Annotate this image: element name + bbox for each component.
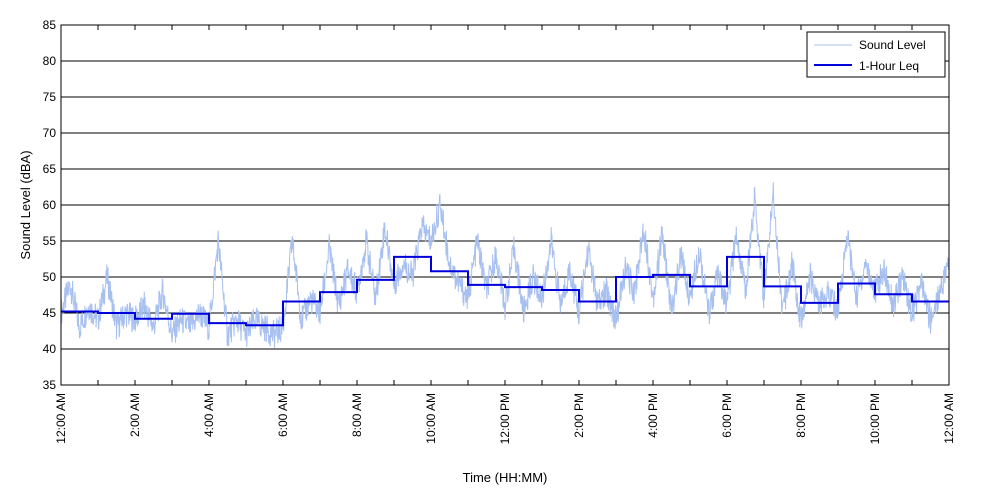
y-tick-label: 60: [43, 198, 57, 212]
x-tick-label: 12:00 PM: [498, 393, 512, 444]
legend-label-1-hour-leq: 1-Hour Leq: [859, 59, 919, 73]
y-tick-label: 70: [43, 126, 57, 140]
series-sound-level-line: [61, 182, 949, 349]
y-tick-label: 55: [43, 234, 57, 248]
y-tick-label: 65: [43, 162, 57, 176]
legend-box: [806, 31, 946, 78]
x-tick-label: 12:00 AM: [942, 393, 956, 444]
y-tick-label: 50: [43, 270, 57, 284]
x-tick-label: 6:00 AM: [276, 393, 290, 437]
x-tick-label: 8:00 PM: [794, 393, 808, 438]
y-tick-label: 45: [43, 306, 57, 320]
y-tick-labels: 35 40 45 50 55 60 65 70 75 80 85: [43, 18, 57, 392]
y-tick-label: 80: [43, 54, 57, 68]
y-tick-label: 40: [43, 342, 57, 356]
y-tick-label: 85: [43, 18, 57, 32]
y-axis-title: Sound Level (dBA): [18, 150, 33, 259]
x-tick-labels: 12:00 AM 2:00 AM 4:00 AM 6:00 AM 8:00 AM 10:0…: [54, 393, 956, 444]
y-tick-label: 35: [43, 378, 57, 392]
x-tick-label: 8:00 AM: [350, 393, 364, 437]
x-tick-label: 6:00 PM: [720, 393, 734, 438]
x-tick-label: 4:00 AM: [202, 393, 216, 437]
x-tick-label: 10:00 PM: [868, 393, 882, 444]
x-tick-label: 10:00 AM: [424, 393, 438, 444]
x-tick-label: 12:00 AM: [54, 393, 68, 444]
legend: Sound Level 1-Hour Leq: [806, 31, 946, 78]
x-axis-title: Time (HH:MM): [463, 470, 548, 485]
x-tick-label: 4:00 PM: [646, 393, 660, 438]
series-layer: [61, 182, 949, 349]
plot-frame: [60, 24, 950, 386]
y-tick-label: 75: [43, 90, 57, 104]
x-tick-label: 2:00 AM: [128, 393, 142, 437]
series-1-hour-leq-step: [61, 255, 949, 327]
legend-label-sound-level: Sound Level: [859, 38, 926, 52]
x-tick-label: 2:00 PM: [572, 393, 586, 438]
